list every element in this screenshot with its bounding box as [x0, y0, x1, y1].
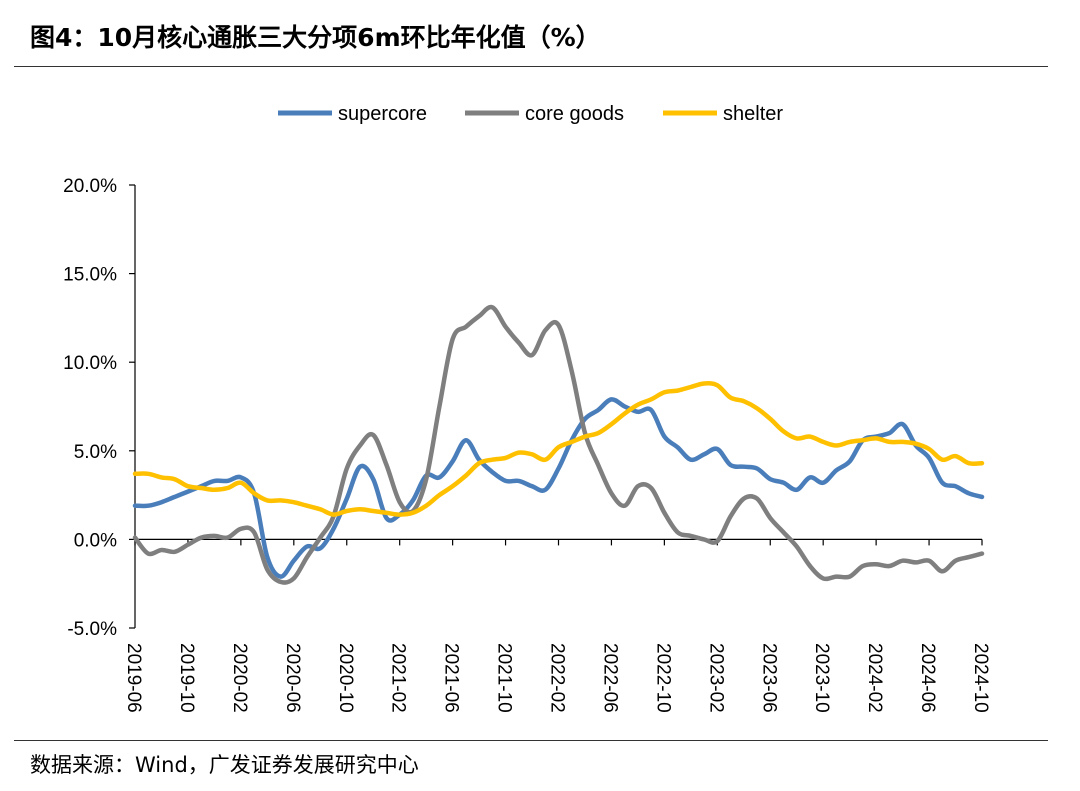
y-tick-label: 5.0%: [74, 442, 117, 463]
x-tick-label: 2024-06: [917, 643, 938, 713]
chart-series: [132, 304, 985, 585]
x-tick-label: 2022-10: [652, 643, 673, 713]
x-tick-label: 2019-06: [123, 643, 144, 713]
legend-label: shelter: [723, 103, 783, 125]
x-tick-label: 2024-10: [970, 643, 991, 713]
x-tick-label: 2020-02: [229, 643, 250, 713]
source-note: 数据来源：Wind，广发证券发展研究中心: [30, 753, 419, 777]
x-tick-label: 2024-02: [864, 643, 885, 713]
x-tick-label: 2023-02: [705, 643, 726, 713]
series-line-supercore: [132, 397, 985, 579]
x-tick-label: 2020-06: [282, 643, 303, 713]
source-divider: [14, 740, 1048, 741]
y-tick-label: 20.0%: [63, 176, 117, 197]
x-tick-label: 2023-06: [758, 643, 779, 713]
chart-legend: supercore core goods shelter: [278, 103, 783, 125]
x-tick-label: 2022-02: [547, 643, 568, 713]
x-tick-label: 2021-06: [441, 643, 462, 713]
x-tick-label: 2020-10: [335, 643, 356, 713]
figure-title: 图4：10月核心通胀三大分项6m环比年化值（%）: [30, 23, 601, 52]
legend-label: core goods: [525, 103, 624, 125]
x-tick-label: 2021-02: [388, 643, 409, 713]
title-divider: [14, 66, 1048, 67]
series-line-shelter: [132, 381, 985, 517]
x-axis-tick-labels: 2019-06 2019-10 2020-02 2020-06 2020-10 2021-…: [123, 643, 991, 713]
legend-label: supercore: [338, 103, 427, 125]
y-tick-label: 0.0%: [74, 530, 117, 551]
x-tick-label: 2019-10: [176, 643, 197, 713]
series-line-core-goods: [132, 304, 985, 585]
y-tick-label: 10.0%: [63, 353, 117, 374]
chart-axes: [129, 184, 983, 629]
x-tick-label: 2021-10: [494, 643, 515, 713]
y-tick-label: -5.0%: [67, 619, 117, 640]
y-axis-tick-labels: 20.0% 15.0% 10.0% 5.0% 0.0% -5.0%: [63, 176, 117, 640]
x-tick-label: 2023-10: [811, 643, 832, 713]
y-tick-label: 15.0%: [63, 265, 117, 286]
x-tick-label: 2022-06: [599, 643, 620, 713]
